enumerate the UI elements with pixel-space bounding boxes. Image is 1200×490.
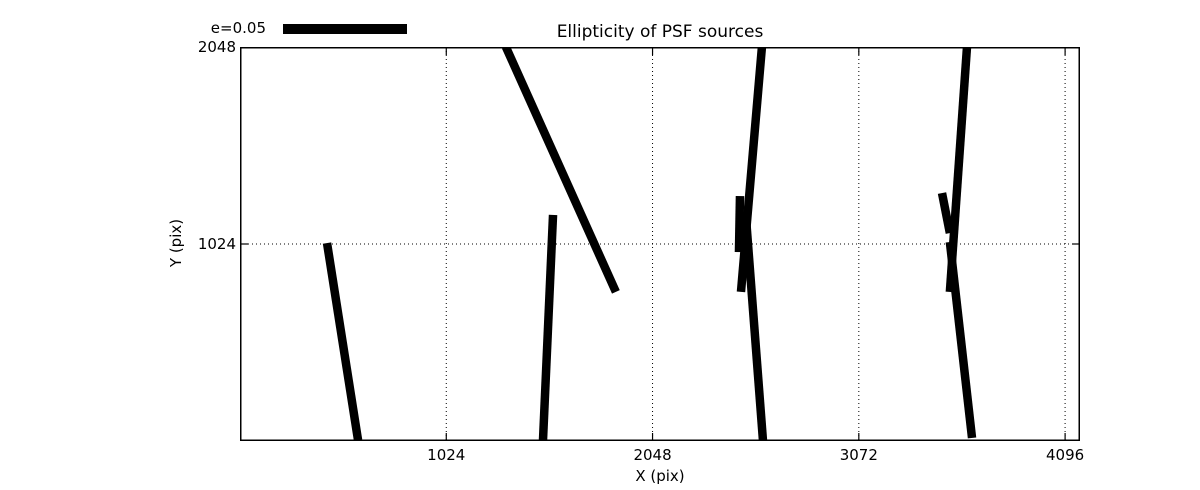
- x-tick-label: 4096: [1045, 446, 1085, 464]
- whisker-segment: [734, 196, 745, 253]
- x-tick-label: 3072: [839, 446, 878, 464]
- whisker-segment: [741, 217, 768, 441]
- axes-spines: [240, 47, 1080, 441]
- plot-area: [240, 47, 1080, 441]
- y-tick-label: 2048: [197, 38, 236, 56]
- whisker-segment: [945, 241, 977, 439]
- y-tick-label: 1024: [197, 235, 236, 253]
- x-tick-label: 2048: [633, 446, 672, 464]
- x-axis-label: X (pix): [635, 467, 685, 485]
- whisker-segment: [937, 192, 955, 234]
- whisker-segment: [322, 242, 363, 441]
- legend-label: e=0.05: [210, 19, 266, 37]
- legend-swatch-bar: [283, 24, 407, 34]
- whisker-segment: [502, 47, 620, 294]
- x-tick-label: 1024: [427, 446, 466, 464]
- chart-title: Ellipticity of PSF sources: [556, 22, 764, 42]
- whisker-segment: [538, 214, 558, 441]
